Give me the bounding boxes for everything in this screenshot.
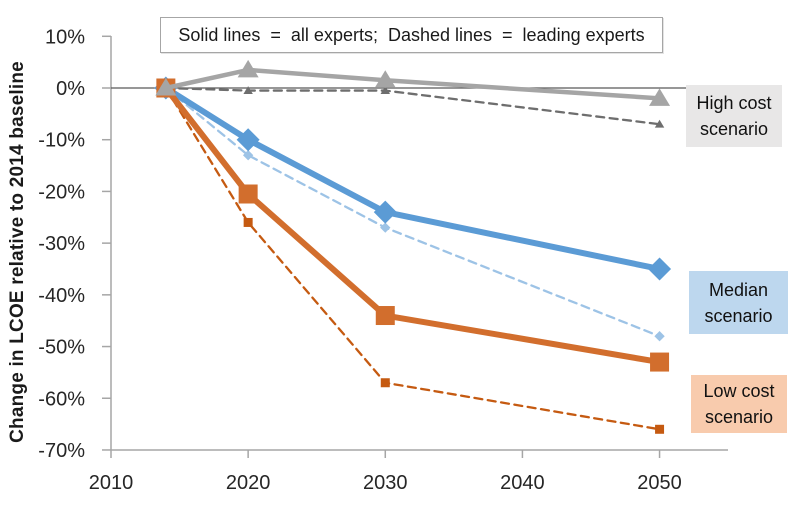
series-line-low-cost-leading [164,86,661,431]
y-tick-label: -40% [38,285,85,307]
scenario-label-line: scenario [704,305,773,326]
y-tick-label: -50% [38,337,85,359]
series-marker-low-cost-leading [243,217,253,227]
scenario-label-line: scenario [704,407,774,427]
x-tick-label: 2050 [637,472,682,494]
series-line-low-cost-all [162,85,663,366]
series-marker-low-cost-leading [380,378,390,388]
scenario-label-line: Median [708,279,769,300]
series-marker-high-cost-leading [654,119,665,128]
series-marker-high-cost-all [649,88,671,106]
series-marker-median-all [373,200,397,224]
y-tick-label: -60% [38,388,85,410]
y-tick-label: -70% [38,440,85,462]
legend-note-box: Solid lines = all experts; Dashed lines … [160,17,663,53]
series-line-high-cost-all [163,67,662,101]
y-tick-label: 0% [56,78,85,100]
series-marker-high-cost-all [374,70,396,88]
series-marker-low-cost-all [650,352,670,372]
x-tick-label: 2030 [363,472,408,494]
x-tick-label: 2020 [226,472,271,494]
x-tick-label: 2040 [500,472,545,494]
scenario-label-high-cost: High cost scenario [686,85,782,147]
y-tick-label: -10% [38,130,85,152]
y-tick-label: -30% [38,233,85,255]
y-axis-title: Change in LCOE relative to 2014 baseline [7,61,28,443]
scenario-label-median: Median scenario [689,271,788,334]
scenario-label-low-cost: Low cost scenario [691,375,787,433]
series-line-median-leading [164,86,661,338]
series-line-median-all [162,85,663,272]
series-marker-low-cost-leading [655,424,665,434]
x-tick-label: 2010 [89,472,134,494]
legend-note-text: Solid lines = all experts; Dashed lines … [178,24,645,45]
series-marker-high-cost-all [155,78,177,96]
scenario-label-line: scenario [699,119,769,139]
series-marker-median-leading [380,222,391,233]
series-marker-median-all [648,257,672,281]
y-tick-label: -20% [38,181,85,203]
series-marker-high-cost-leading [243,86,253,94]
series-marker-high-cost-all [237,59,259,78]
series-marker-median-leading [242,150,254,161]
series-marker-high-cost-leading [380,86,391,94]
series-marker-low-cost-all [238,184,258,204]
series-marker-median-leading [654,331,665,342]
scenario-label-line: High cost [696,93,772,113]
series-marker-median-all [236,128,260,152]
series-line-high-cost-leading [164,86,661,126]
series-marker-low-cost-all [375,306,395,326]
y-tick-label: 10% [45,26,85,48]
scenario-label-line: Low cost [703,381,775,401]
